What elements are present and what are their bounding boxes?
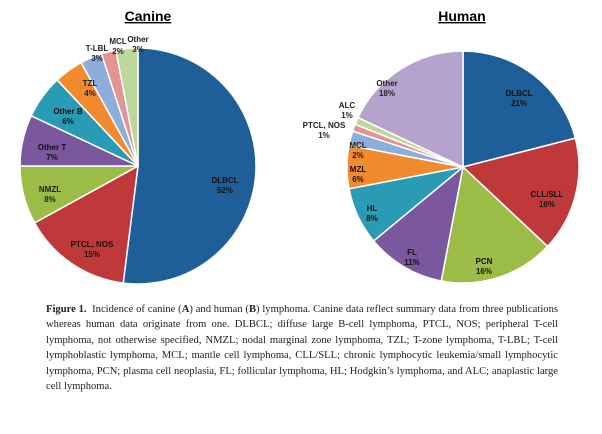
canine-label-other-b: Other B 6% bbox=[53, 107, 83, 126]
human-label-ptcl-nos: PTCL, NOS 1% bbox=[303, 121, 346, 140]
human-label-fl: FL 11% bbox=[404, 248, 420, 267]
canine-label-mcl: MCL 2% bbox=[109, 37, 126, 56]
human-slice-fl bbox=[372, 165, 465, 282]
human-pie-chart: DLBCL 21% CLL/SLL 16% PCN 16% FL 11% HL 8% MZL 6% MC… bbox=[303, 50, 580, 284]
human-slice-pcn bbox=[440, 165, 549, 284]
canine-label-t-lbl: T-LBL 3% bbox=[86, 44, 109, 63]
canine-label-ptcl-nos: PTCL, NOS 15% bbox=[71, 240, 114, 259]
canine-slice-dlbcl bbox=[122, 47, 257, 285]
canine-label-other: Other 3% bbox=[127, 35, 148, 54]
figure-charts: Canine Human DLBCL 52% PTCL, NOS 15% NMZL 8% O… bbox=[19, 8, 580, 285]
canine-pie-chart: DLBCL 52% PTCL, NOS 15% NMZL 8% Other T 7% Other… bbox=[19, 35, 257, 285]
canine-label-nmzl: NMZL 8% bbox=[39, 185, 61, 204]
canine-label-other-t: Other T 7% bbox=[38, 143, 67, 162]
canine-label-tzl: TZL 4% bbox=[83, 79, 98, 98]
human-label-alc: ALC 1% bbox=[339, 101, 356, 120]
figure-caption: Figure 1. Incidence of canine (A) and hu… bbox=[46, 302, 558, 394]
caption-text-3: ) lymphoma. Canine data reflect summary … bbox=[46, 304, 558, 393]
caption-text-1: Incidence of canine ( bbox=[92, 304, 182, 315]
human-label-other: Other 18% bbox=[376, 79, 397, 98]
human-slice-dlbcl bbox=[462, 50, 577, 168]
canine-slice-other bbox=[115, 47, 139, 167]
caption-label: Figure 1. bbox=[46, 304, 87, 315]
caption-text-2: ) and human ( bbox=[189, 304, 249, 315]
canine-slice-ptcl-nos bbox=[33, 164, 139, 284]
human-label-pcn: PCN 16% bbox=[476, 257, 493, 276]
canine-label-dlbcl: DLBCL 52% bbox=[211, 176, 238, 195]
human-label-dlbcl: DLBCL 21% bbox=[505, 89, 532, 108]
human-slice-cll-sll bbox=[461, 137, 580, 248]
caption-panel-b: B bbox=[248, 304, 257, 315]
human-label-hl: HL 8% bbox=[366, 204, 378, 223]
human-chart-title: Human bbox=[438, 8, 485, 24]
human-label-mzl: MZL 6% bbox=[350, 165, 367, 184]
human-label-mcl: MCL 2% bbox=[349, 141, 366, 160]
canine-chart-title: Canine bbox=[125, 8, 172, 24]
human-slice-other bbox=[357, 50, 464, 169]
human-label-cll-sll: CLL/SLL 16% bbox=[531, 190, 564, 209]
caption-panel-a: A bbox=[181, 304, 190, 315]
